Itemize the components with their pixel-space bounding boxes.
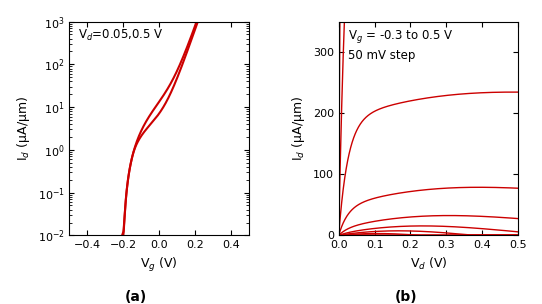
X-axis label: V$_g$ (V): V$_g$ (V) <box>140 256 178 274</box>
Text: (a): (a) <box>124 290 147 304</box>
Y-axis label: I$_d$ (μA/μm): I$_d$ (μA/μm) <box>15 96 32 161</box>
Y-axis label: I$_d$ (μA/μm): I$_d$ (μA/μm) <box>290 96 307 161</box>
X-axis label: V$_d$ (V): V$_d$ (V) <box>410 256 447 272</box>
Text: V$_g$ = -0.3 to 0.5 V
50 mV step: V$_g$ = -0.3 to 0.5 V 50 mV step <box>347 28 453 62</box>
Text: V$_d$=0.05,0.5 V: V$_d$=0.05,0.5 V <box>79 28 164 43</box>
Text: (b): (b) <box>395 290 418 304</box>
